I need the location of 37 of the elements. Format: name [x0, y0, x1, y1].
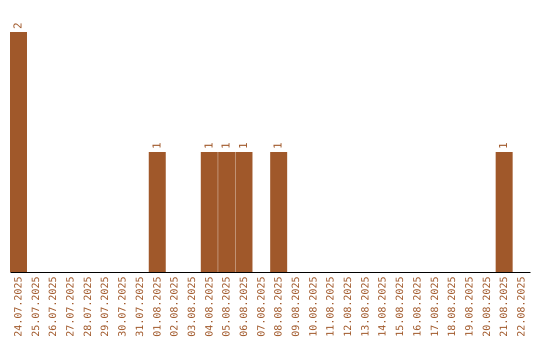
data-label: 1 — [150, 142, 164, 149]
x-tick-label: 18.08.2025 — [447, 276, 458, 337]
data-label: 1 — [220, 142, 233, 149]
x-tick-label: 08.08.2025 — [274, 276, 285, 337]
x-tick-label: 29.07.2025 — [100, 276, 112, 337]
data-label: 2 — [12, 22, 24, 29]
x-tick-label: 27.07.2025 — [66, 276, 77, 337]
x-tick-label: 11.08.2025 — [326, 276, 337, 337]
data-label: 1 — [202, 142, 216, 149]
x-tick-label: 20.08.2025 — [482, 276, 493, 337]
x-tick-label: 07.08.2025 — [256, 276, 268, 337]
data-label: 1 — [272, 142, 285, 149]
x-tick-label: 21.08.2025 — [499, 276, 510, 337]
x-tick-label: 31.07.2025 — [134, 276, 146, 337]
x-tick-label: 15.08.2025 — [395, 276, 406, 337]
x-tick-label: 03.08.2025 — [186, 276, 198, 337]
data-label: 1 — [236, 142, 250, 149]
x-tick-label: 01.08.2025 — [152, 276, 164, 337]
x-tick-label: 30.07.2025 — [118, 276, 129, 337]
x-tick-label: 28.07.2025 — [82, 276, 94, 337]
x-tick-label: 17.08.2025 — [430, 276, 441, 337]
x-tick-label: 06.08.2025 — [238, 276, 250, 337]
data-label: 1 — [497, 142, 510, 149]
x-tick-label: 22.08.2025 — [516, 276, 528, 337]
x-tick-label: 12.08.2025 — [343, 276, 354, 337]
x-tick-label: 05.08.2025 — [222, 276, 233, 337]
x-tick-label: 02.08.2025 — [170, 276, 181, 337]
x-tick-label: 14.08.2025 — [378, 276, 389, 337]
x-tick-label: 24.07.2025 — [14, 276, 24, 337]
x-tick-label: 26.07.2025 — [48, 276, 60, 337]
x-tick-label: 04.08.2025 — [204, 276, 216, 337]
x-tick-label: 16.08.2025 — [412, 276, 424, 337]
x-tick-label: 10.08.2025 — [308, 276, 320, 337]
x-tick-label: 19.08.2025 — [464, 276, 476, 337]
x-tick-label: 09.08.2025 — [291, 276, 302, 337]
x-tick-label: 13.08.2025 — [360, 276, 372, 337]
x-tick-label: 25.07.2025 — [30, 276, 42, 337]
